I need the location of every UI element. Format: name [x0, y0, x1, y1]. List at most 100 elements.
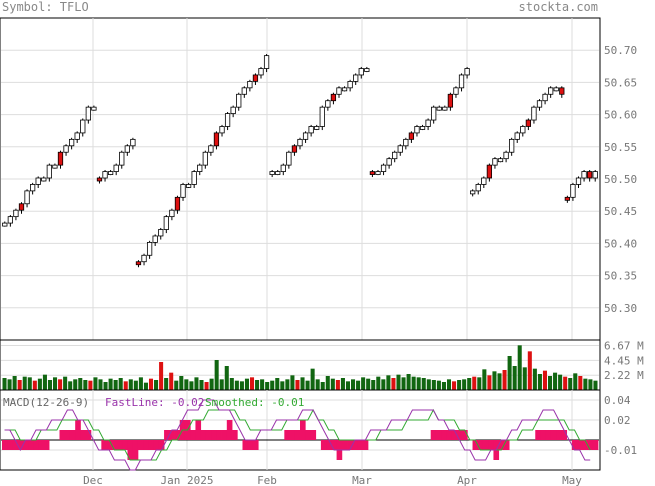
candle-body: [341, 87, 348, 92]
volume-bar: [103, 382, 108, 390]
fastline-label: FastLine: -0.02: [105, 396, 204, 409]
macd-histogram-bar: [430, 430, 437, 440]
volume-bar: [330, 378, 335, 390]
candle-body: [219, 126, 225, 134]
site-label: stockta.com: [519, 0, 598, 14]
macd-histogram-bar: [488, 440, 494, 450]
volume-bar: [164, 378, 169, 390]
volume-bar: [123, 381, 128, 390]
volume-bar: [169, 372, 174, 390]
volume-bar: [406, 374, 411, 390]
candle-body: [180, 184, 186, 198]
volume-bar: [537, 374, 542, 390]
candle-body: [380, 164, 387, 172]
macd-histogram-bar: [153, 440, 160, 450]
macd-lines: [4, 399, 591, 471]
x-axis-labels: Dec Jan 2025 Feb Mar Apr May: [83, 474, 582, 486]
volume-bar: [376, 376, 381, 390]
volume-bar: [588, 379, 593, 390]
candle-body: [252, 74, 259, 82]
price-axis: 50.70 50.65 50.60 50.55 50.50 50.45 50.40 50.35…: [604, 44, 637, 315]
volume-bar: [553, 372, 558, 390]
volume-bar: [260, 379, 265, 390]
candle-body: [85, 106, 91, 121]
volume-bar: [174, 380, 179, 390]
candle-body: [353, 74, 359, 82]
price-tick-label: 50.65: [604, 76, 637, 89]
macd-histogram-bar: [132, 440, 139, 460]
volume-bar: [527, 351, 532, 390]
symbol-label: Symbol: TFLO: [2, 0, 89, 14]
volume-bar: [431, 380, 436, 390]
volume-bars: [2, 345, 598, 390]
macd-histogram-bar: [28, 440, 34, 450]
candle-body: [330, 93, 337, 102]
candle-body: [470, 190, 476, 195]
volume-panel: 6.67 M4.45 M 2.22 M: [0, 339, 644, 391]
x-axis-label: Dec: [83, 474, 103, 486]
candle-body: [592, 171, 598, 179]
volume-tick-label: 6.67 M: [604, 340, 644, 353]
macd-histogram-bar: [80, 430, 87, 440]
macd-histogram-bar: [587, 440, 594, 450]
macd-histogram-bar: [462, 430, 468, 440]
candle-body: [91, 106, 97, 111]
candle-body: [375, 171, 381, 175]
macd-tick-label: 0.04: [604, 394, 631, 407]
volume-bar: [58, 379, 63, 390]
candle-body: [358, 68, 364, 76]
volume-bar: [361, 377, 366, 390]
macd-histogram-bar: [331, 440, 337, 450]
macd-histogram-bar: [352, 440, 358, 450]
volume-bar: [391, 378, 396, 390]
volume-bar: [467, 378, 472, 390]
candle-body: [74, 132, 80, 140]
volume-bar: [472, 376, 477, 390]
candle-body: [514, 132, 520, 140]
volume-bar: [340, 378, 345, 390]
volume-axis: 6.67 M4.45 M 2.22 M: [604, 340, 644, 383]
volume-bar: [17, 380, 22, 390]
candle-body: [319, 106, 325, 127]
macd-histogram-bar: [362, 440, 369, 450]
volume-bar: [270, 380, 275, 390]
volume-bar: [7, 379, 12, 390]
candle-body: [280, 164, 286, 172]
macd-histogram-bar: [577, 440, 583, 450]
volume-bar: [229, 378, 234, 390]
volume-bar: [204, 382, 209, 390]
candle-body: [497, 158, 504, 163]
macd-histogram-bar: [435, 430, 442, 440]
macd-panel: 0.04 0.02 -0.01 MACD(12-26-9) FastLine: -0…: [0, 389, 637, 471]
volume-bar: [492, 371, 497, 390]
volume-bar: [563, 376, 568, 390]
candle-body: [102, 171, 108, 179]
volume-bar: [558, 374, 563, 390]
volume-bar: [426, 379, 431, 390]
macd-histogram-bar: [117, 440, 123, 450]
macd-histogram-bar: [540, 430, 547, 440]
candle-body: [213, 132, 220, 147]
macd-histogram-bar: [535, 430, 541, 440]
volume-bar: [381, 379, 386, 390]
volume-bar: [578, 376, 583, 390]
macd-histogram-bar: [211, 430, 217, 440]
volume-bar: [441, 382, 446, 390]
candle-body: [431, 106, 437, 121]
volume-bar: [436, 380, 441, 390]
candle-body: [52, 164, 58, 169]
volume-bar: [421, 378, 426, 390]
candle-body: [7, 216, 13, 224]
volume-bar: [401, 377, 406, 390]
volume-bar: [53, 377, 58, 390]
candle-body: [80, 119, 86, 134]
macd-histogram-bar: [310, 430, 317, 440]
volume-bar: [209, 378, 214, 390]
macd-histogram-bar: [169, 430, 175, 440]
candle-body: [130, 138, 136, 147]
price-tick-label: 50.70: [604, 44, 637, 57]
candle-body: [520, 126, 526, 134]
volume-bar: [148, 378, 154, 390]
volume-bar: [2, 378, 7, 390]
